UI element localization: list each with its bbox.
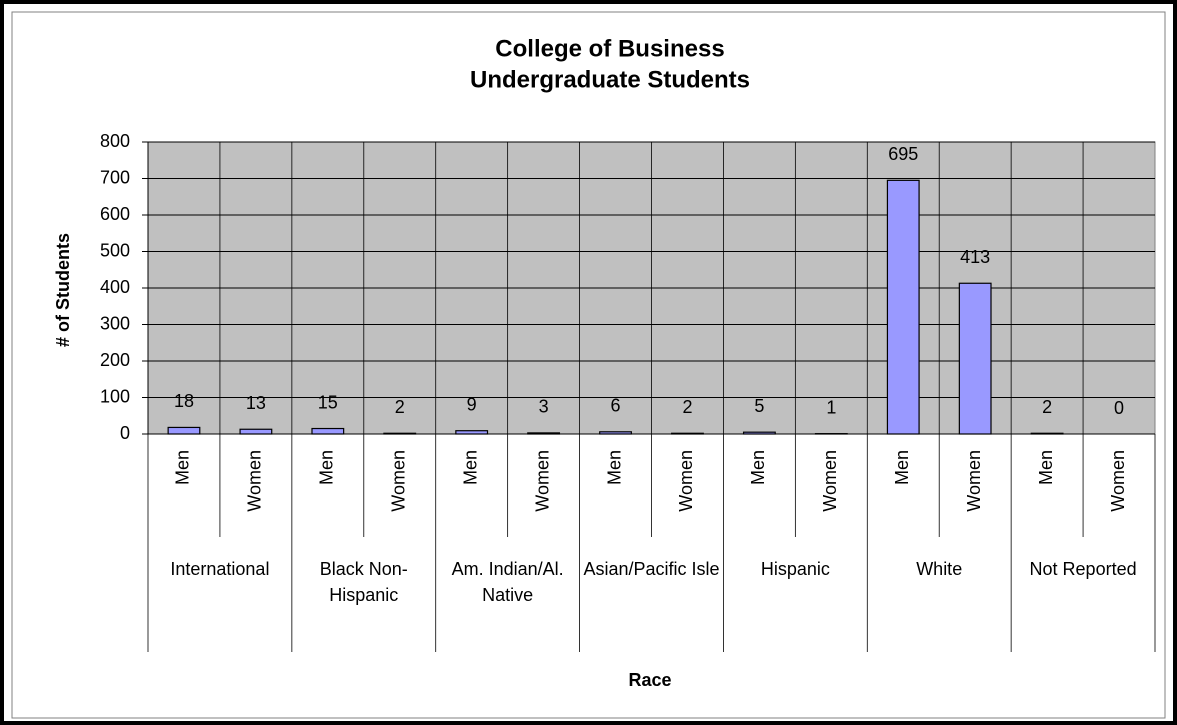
- group-label: Black Non-Hispanic: [319, 559, 408, 605]
- data-label: 2: [682, 397, 692, 417]
- chart-title: Undergraduate Students: [470, 66, 750, 93]
- group-label: White: [916, 559, 963, 579]
- y-tick-label: 500: [100, 240, 130, 260]
- x-axis-label: Race: [628, 670, 671, 690]
- data-label: 9: [467, 394, 477, 414]
- x-tick-label: Men: [748, 450, 768, 485]
- x-tick-label: Women: [676, 450, 696, 512]
- bar: [1030, 432, 1064, 435]
- data-label: 13: [246, 393, 266, 413]
- x-tick-label: Women: [964, 450, 984, 512]
- x-tick-label: Women: [532, 450, 552, 512]
- y-tick-label: 300: [100, 313, 130, 333]
- x-tick-label: Women: [245, 450, 265, 512]
- chart-border: [11, 11, 1166, 719]
- y-tick-label: 0: [120, 423, 130, 443]
- y-tick-label: 700: [100, 167, 130, 187]
- group-label: Hispanic: [760, 559, 830, 579]
- bar: [167, 426, 201, 435]
- x-tick-label: Men: [460, 450, 480, 485]
- x-tick-label: Men: [173, 450, 193, 485]
- bar: [886, 179, 920, 435]
- y-tick-label: 100: [100, 386, 130, 406]
- data-label: 695: [888, 144, 918, 164]
- data-label: 0: [1114, 398, 1124, 418]
- data-label: 413: [960, 247, 990, 267]
- group-label: International: [170, 559, 270, 579]
- bar: [383, 432, 417, 435]
- data-label: 3: [539, 397, 549, 417]
- bar: [742, 431, 776, 435]
- group-label: Am. Indian/Al. Native: [451, 559, 564, 605]
- data-label: 2: [395, 397, 405, 417]
- bar: [239, 428, 273, 435]
- bar: [958, 282, 992, 435]
- bar: [311, 427, 345, 435]
- group-label: Asian/Pacific Isle: [583, 559, 720, 579]
- y-tick-label: 200: [100, 350, 130, 370]
- data-label: 1: [826, 397, 836, 417]
- bar: [455, 430, 489, 435]
- group-label: Not Reported: [1029, 559, 1137, 579]
- data-label: 6: [611, 396, 621, 416]
- x-tick-label: Women: [1108, 450, 1128, 512]
- data-label: 18: [174, 391, 194, 411]
- data-label: 2: [1042, 397, 1052, 417]
- bar: [599, 431, 632, 435]
- x-tick-label: Women: [389, 450, 409, 512]
- y-tick-label: 800: [100, 131, 130, 151]
- y-axis-label: # of Students: [53, 233, 73, 347]
- x-tick-label: Men: [1036, 450, 1056, 485]
- x-tick-label: Men: [892, 450, 912, 485]
- bar: [527, 432, 561, 435]
- x-tick-label: Men: [604, 450, 624, 485]
- data-label: 5: [754, 396, 764, 416]
- bar: [671, 432, 704, 435]
- y-tick-label: 400: [100, 277, 130, 297]
- data-label: 15: [318, 392, 338, 412]
- x-tick-label: Women: [820, 450, 840, 512]
- y-tick-label: 600: [100, 204, 130, 224]
- chart-title: College of Business: [495, 35, 724, 62]
- x-tick-label: Men: [317, 450, 337, 485]
